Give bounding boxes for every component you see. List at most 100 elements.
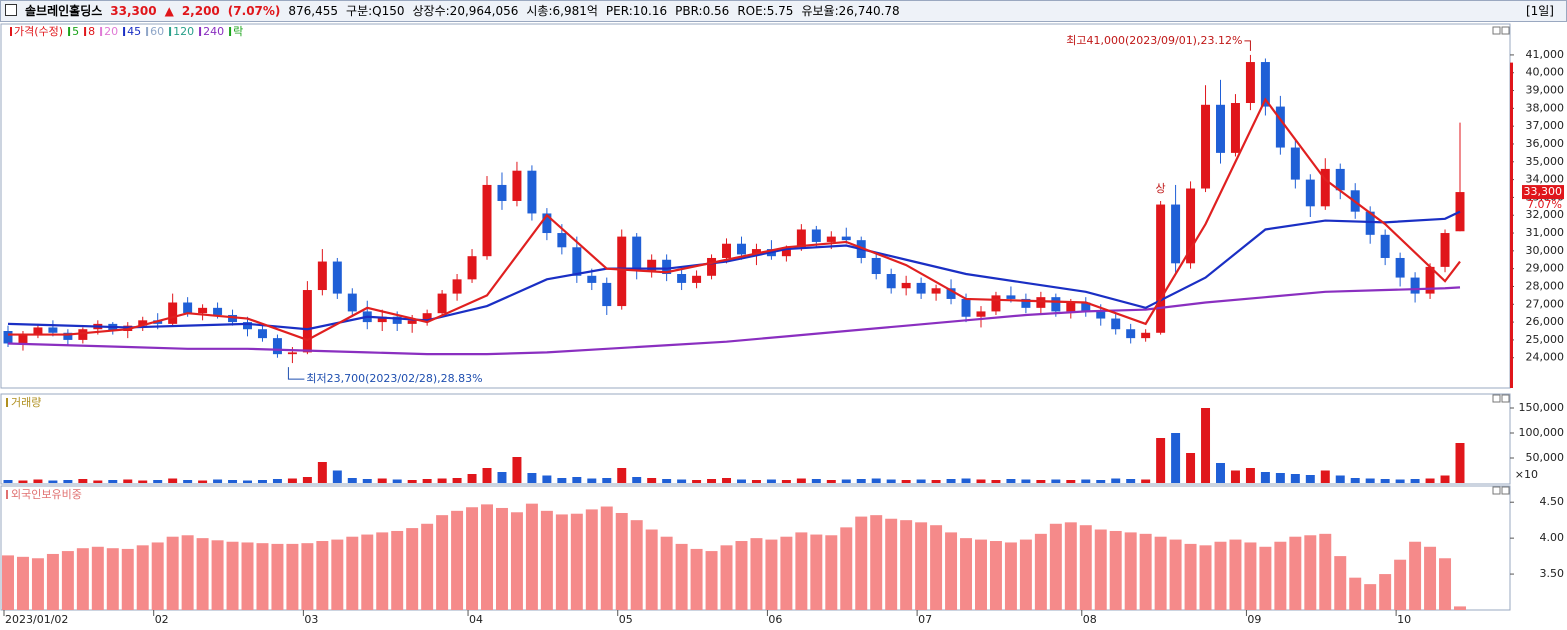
foreign-bar xyxy=(436,515,449,610)
foreign-bar xyxy=(1124,532,1137,610)
volume-bar xyxy=(392,479,402,483)
price-badge-pct: 7.07% xyxy=(1527,198,1562,211)
y-tick-label: 3.50 xyxy=(1540,567,1565,580)
volume-bar xyxy=(1425,478,1435,483)
y-tick-label: 27,000 xyxy=(1526,297,1565,310)
candle-body xyxy=(707,257,717,276)
candle-body xyxy=(1335,168,1345,191)
foreign-bar xyxy=(945,532,958,610)
y-tick-label: 4.50 xyxy=(1540,495,1565,508)
foreign-bar xyxy=(1289,536,1302,610)
volume-bar xyxy=(1066,480,1076,483)
foreign-bar xyxy=(585,509,598,610)
volume-bar xyxy=(1440,475,1450,483)
foreign-bar xyxy=(1229,539,1242,610)
volume-bar xyxy=(512,457,522,483)
y-tick-label: 39,000 xyxy=(1526,84,1565,97)
header-bar: 솔브레인홀딩스 33,300 ▲ 2,200 (7.07%) 876,455 구분:Q150… xyxy=(0,0,1567,22)
foreign-bar xyxy=(1259,546,1272,610)
candle-body xyxy=(1305,179,1315,207)
volume-bar xyxy=(1455,443,1465,483)
foreign-bar xyxy=(421,523,434,610)
foreign-bar xyxy=(1334,556,1347,610)
foreign-bar xyxy=(271,543,284,610)
foreign-bar xyxy=(31,558,44,610)
candle-body xyxy=(901,282,911,289)
foreign-bar xyxy=(346,536,359,610)
volume-bar xyxy=(153,480,163,483)
annotation: 상 xyxy=(1156,182,1166,195)
volume-bar xyxy=(841,479,851,483)
foreign-bar xyxy=(855,516,868,610)
volume-bar xyxy=(632,477,642,483)
foreign-bar xyxy=(451,510,464,610)
candle-body xyxy=(198,307,208,314)
volume-bar xyxy=(856,479,866,483)
candle-body xyxy=(272,338,282,355)
candle-body xyxy=(3,331,13,344)
y-tick-label: 150,000 xyxy=(1519,401,1565,414)
foreign-bar xyxy=(1094,529,1107,610)
change: 2,200 xyxy=(181,4,220,18)
y-tick-label: 30,000 xyxy=(1526,244,1565,257)
volume-bar xyxy=(1111,478,1121,483)
volume-bar xyxy=(1245,468,1255,483)
info: 시총:6,981억 xyxy=(526,4,598,18)
x-tick-label: 05 xyxy=(619,613,633,626)
foreign-bar xyxy=(1004,542,1017,610)
volume-bar xyxy=(1380,479,1390,483)
y-tick-label: 4.00 xyxy=(1540,531,1565,544)
foreign-bar xyxy=(930,525,943,610)
foreign-bar xyxy=(870,515,883,610)
volume-bar xyxy=(183,480,193,483)
volume-bar xyxy=(1320,470,1330,483)
legend-label: 20 xyxy=(104,25,118,38)
volume-bar xyxy=(1141,479,1151,483)
foreign-bar xyxy=(1169,539,1182,610)
candle-body xyxy=(1290,147,1300,180)
legend-swatch xyxy=(229,27,232,36)
foreign-bar xyxy=(660,536,673,610)
foreign-bar xyxy=(705,551,718,610)
volume-bar xyxy=(362,479,372,483)
foreign-bar xyxy=(495,507,508,610)
candle-body xyxy=(1081,302,1091,312)
foreign-bar xyxy=(780,536,793,610)
foreign-bar xyxy=(630,520,643,610)
legend-label: 60 xyxy=(150,25,164,38)
annotation: 최고41,000(2023/09/01),23.12% xyxy=(1066,34,1242,47)
candle-body xyxy=(1186,188,1196,264)
annotation-arrow xyxy=(1244,40,1251,51)
candle-body xyxy=(871,257,881,275)
unit-label: ×10 xyxy=(1515,468,1538,481)
foreign-bar xyxy=(1139,533,1152,610)
foreign-bar xyxy=(121,548,134,610)
candle-body xyxy=(781,247,791,257)
candle-body xyxy=(213,307,223,315)
info: 구분:Q150 xyxy=(346,4,405,18)
checkbox[interactable] xyxy=(5,4,17,16)
candle-body xyxy=(542,213,552,234)
candle-body xyxy=(916,282,926,294)
volume-bar xyxy=(1395,479,1405,483)
foreign-bar xyxy=(466,507,479,610)
legend-swatch xyxy=(169,27,172,36)
volume-bar xyxy=(542,475,552,483)
candle-body xyxy=(1410,277,1420,294)
info: 유보율:26,740.78 xyxy=(801,4,900,18)
y-tick-label: 37,000 xyxy=(1526,119,1565,132)
price-range-bar xyxy=(1510,62,1513,389)
volume-bar xyxy=(617,468,627,483)
period[interactable]: [1일] xyxy=(1525,4,1554,18)
panel-frame xyxy=(0,393,1511,485)
volume-bar xyxy=(677,479,687,483)
foreign-bar xyxy=(316,541,329,610)
annotation-arrow xyxy=(287,367,305,380)
candle-body xyxy=(1260,62,1270,107)
foreign-bar xyxy=(391,530,404,610)
x-tick-label: 2023/01/02 xyxy=(5,613,68,626)
foreign-bar xyxy=(241,542,254,610)
candle-body xyxy=(302,290,312,353)
volume-bar xyxy=(766,479,776,483)
volume-bar xyxy=(317,462,327,483)
